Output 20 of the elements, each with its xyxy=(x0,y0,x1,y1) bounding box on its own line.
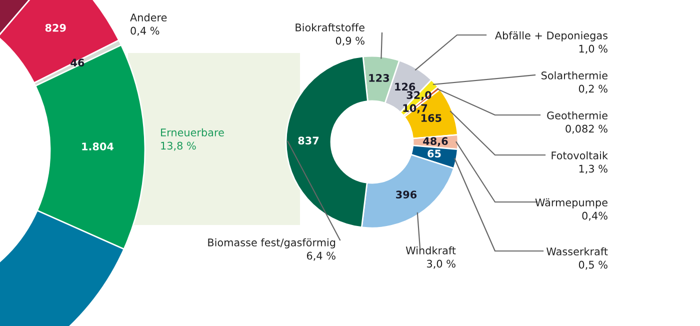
data-label: 1.804 xyxy=(82,142,114,150)
data-label: 123 xyxy=(369,74,389,82)
slice-label: Wärmepumpe 0,4% xyxy=(535,198,608,221)
slice-label: Abfälle + Deponiegas 1,0 % xyxy=(495,31,608,54)
slice-label: Erneuerbare 13,8 % xyxy=(161,128,224,151)
data-label: 837 xyxy=(298,136,319,145)
slice-label: Biokraftstoffe 0,9 % xyxy=(296,23,364,46)
data-label: 396 xyxy=(396,190,417,199)
slice-label: Solarthermie 0,2 % xyxy=(541,71,608,94)
slice-label: Wasserkraft 0,5 % xyxy=(546,247,608,270)
data-label: 48,6 xyxy=(423,137,448,146)
slice-label: Biomasse fest/gasförmig 6,4 % xyxy=(208,238,336,261)
slice-label: Fotovoltaik 1,3 % xyxy=(552,151,608,174)
slice-label: Windkraft 3,0 % xyxy=(406,246,456,269)
slice-label: Geothermie 0,082 % xyxy=(547,111,608,134)
data-label: 165 xyxy=(421,114,442,122)
data-label: 829 xyxy=(45,24,66,32)
data-label: 126 xyxy=(395,82,416,91)
data-label: 65 xyxy=(428,150,441,158)
slice-label: Andere 0,4 % xyxy=(130,13,167,36)
